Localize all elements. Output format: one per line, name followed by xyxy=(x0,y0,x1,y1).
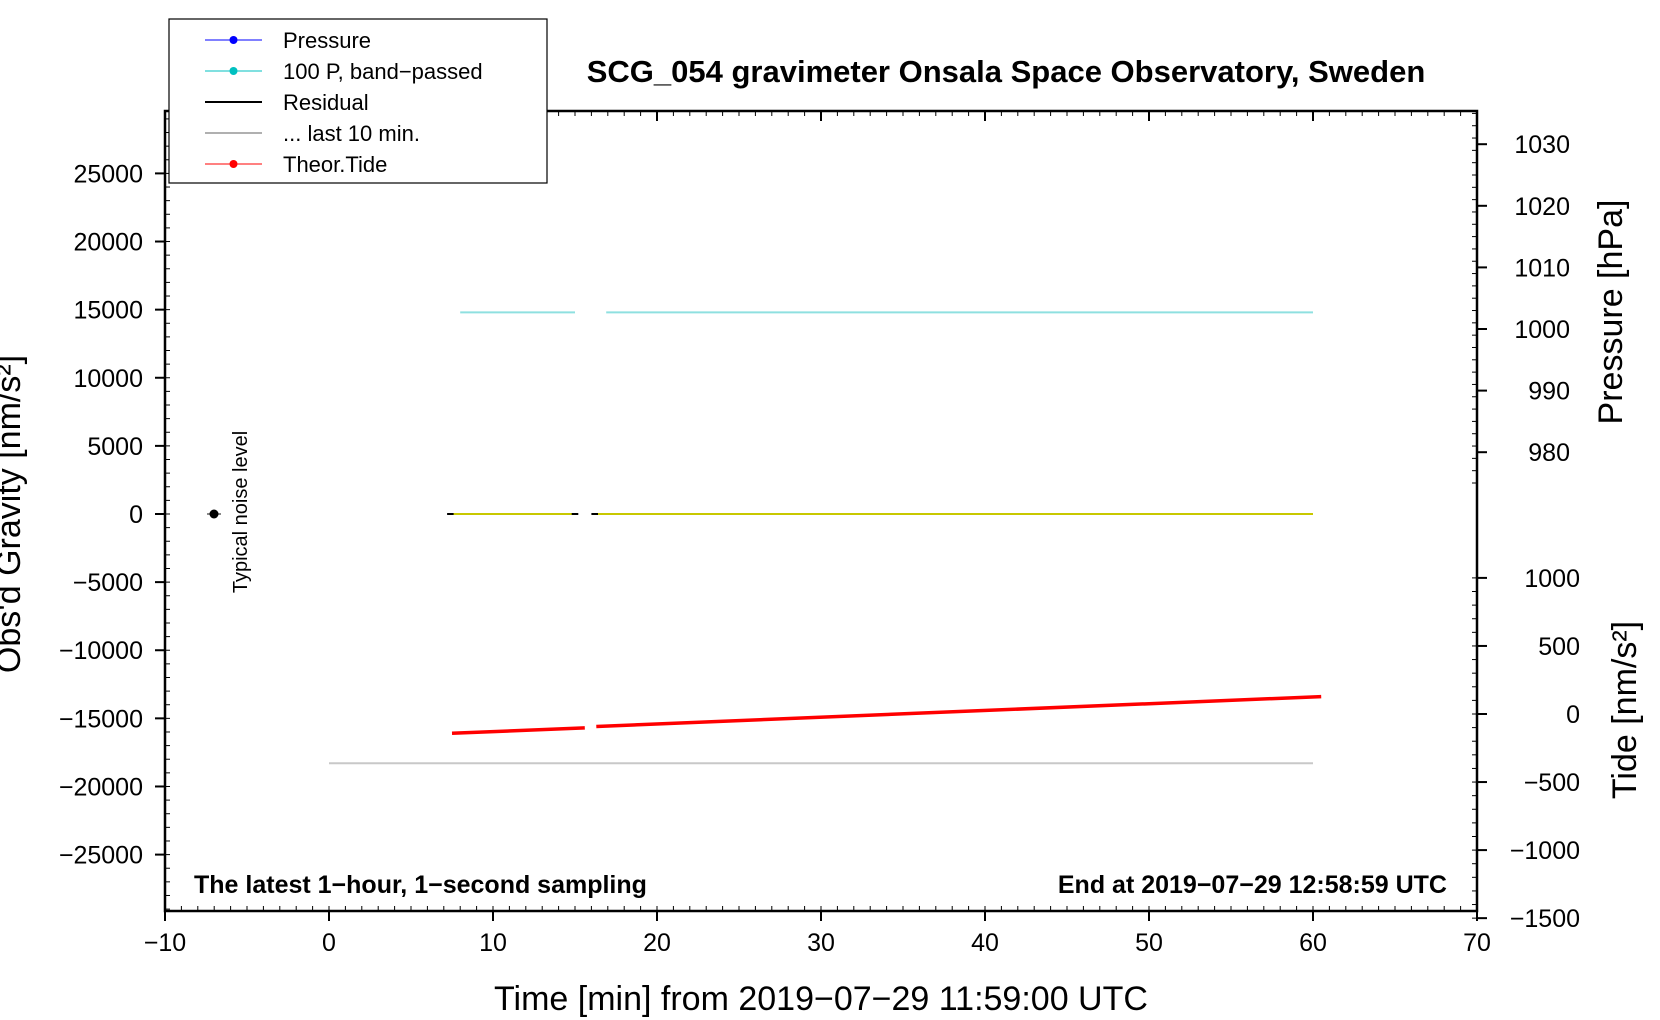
pressure-tick-label: 980 xyxy=(1528,439,1570,467)
legend-marker xyxy=(229,36,238,44)
legend: Pressure 100 P, band−passed Residual ... la… xyxy=(168,18,548,184)
x-tick-label: 70 xyxy=(1463,929,1491,957)
y-axis-title-left: Obs'd Gravity [nm/s²] xyxy=(0,355,28,673)
y-tick-label: −20000 xyxy=(59,773,143,801)
pressure-tick-label: 1020 xyxy=(1514,193,1570,221)
series-segment xyxy=(596,694,1322,729)
y-tick-label: 10000 xyxy=(73,365,143,393)
x-tick-label: 10 xyxy=(479,929,507,957)
y-tick-label: −15000 xyxy=(59,705,143,733)
tide-tick-label: 500 xyxy=(1538,633,1580,661)
legend-item: Residual xyxy=(205,90,369,115)
legend-label: Theor.Tide xyxy=(283,152,387,177)
tide-tick-label: −1000 xyxy=(1510,837,1580,865)
y-tick-label: −25000 xyxy=(59,842,143,870)
y-tick-label: 0 xyxy=(129,501,143,529)
legend-item: ... last 10 min. xyxy=(205,121,420,146)
legend-items: Pressure 100 P, band−passed Residual ... la… xyxy=(205,28,483,177)
x-tick-label: 20 xyxy=(643,929,671,957)
chart-title: SCG_054 gravimeter Onsala Space Observat… xyxy=(587,54,1426,89)
tide-tick-labels: 1000 500 0 −500 −1000 −1500 xyxy=(1510,565,1580,933)
note-left: The latest 1−hour, 1−second sampling xyxy=(194,871,647,899)
legend-item: Theor.Tide xyxy=(205,152,387,177)
legend-marker xyxy=(229,67,238,75)
series-layer xyxy=(329,311,1322,765)
y-tick-label: −5000 xyxy=(73,569,143,597)
x-tick-label: −10 xyxy=(144,929,186,957)
plot-frame xyxy=(163,109,1479,913)
legend-label: Residual xyxy=(283,90,369,115)
legend-box xyxy=(168,18,548,184)
tide-tick-label: −500 xyxy=(1524,769,1580,797)
y-tick-label: 20000 xyxy=(73,229,143,257)
pressure-tick-label: 1030 xyxy=(1514,131,1570,159)
legend-marker xyxy=(229,160,238,168)
y-tick-label: −10000 xyxy=(59,637,143,665)
legend-label: ... last 10 min. xyxy=(283,121,420,146)
y-tick-label: 25000 xyxy=(73,160,143,188)
noise-marker: Typical noise level xyxy=(207,431,252,593)
x-tick-label: 50 xyxy=(1135,929,1163,957)
pressure-tick-labels: 1030 1020 1010 1000 990 980 xyxy=(1514,131,1570,467)
y-tick-labels: 25000 20000 15000 10000 5000 0 −5000 −10000 −150… xyxy=(59,160,143,869)
noise-marker-label: Typical noise level xyxy=(230,431,252,593)
tide-tick-label: −1500 xyxy=(1510,905,1580,933)
y-axis-title-tide: Tide [nm/s²] xyxy=(1606,621,1644,799)
y-axis-title-pressure: Pressure [hPa] xyxy=(1592,200,1630,425)
tide-tick-label: 0 xyxy=(1566,701,1580,729)
tide-tick-label: 1000 xyxy=(1524,565,1580,593)
x-axis-title: Time [min] from 2019−07−29 11:59:00 UTC xyxy=(494,980,1148,1018)
x-tick-label: 60 xyxy=(1299,929,1327,957)
legend-label: 100 P, band−passed xyxy=(283,59,483,84)
series-theor-tide xyxy=(451,694,1322,736)
y-tick-label: 5000 xyxy=(87,433,143,461)
minor-ticks xyxy=(164,111,1478,919)
legend-item: Pressure xyxy=(205,28,371,53)
noise-marker-dot xyxy=(209,509,219,519)
major-ticks xyxy=(155,111,1487,921)
series-segment xyxy=(451,726,585,736)
y-tick-label: 15000 xyxy=(73,297,143,325)
note-right: End at 2019−07−29 12:58:59 UTC xyxy=(1058,871,1447,899)
x-tick-label: 30 xyxy=(807,929,835,957)
pressure-tick-label: 990 xyxy=(1528,378,1570,406)
x-tick-label: 0 xyxy=(322,929,336,957)
legend-label: Pressure xyxy=(283,28,371,53)
x-tick-labels: −10 0 10 20 30 40 50 60 70 xyxy=(144,929,1491,957)
legend-item: 100 P, band−passed xyxy=(205,59,483,84)
pressure-tick-label: 1010 xyxy=(1514,254,1570,282)
pressure-tick-label: 1000 xyxy=(1514,316,1570,344)
x-tick-label: 40 xyxy=(971,929,999,957)
